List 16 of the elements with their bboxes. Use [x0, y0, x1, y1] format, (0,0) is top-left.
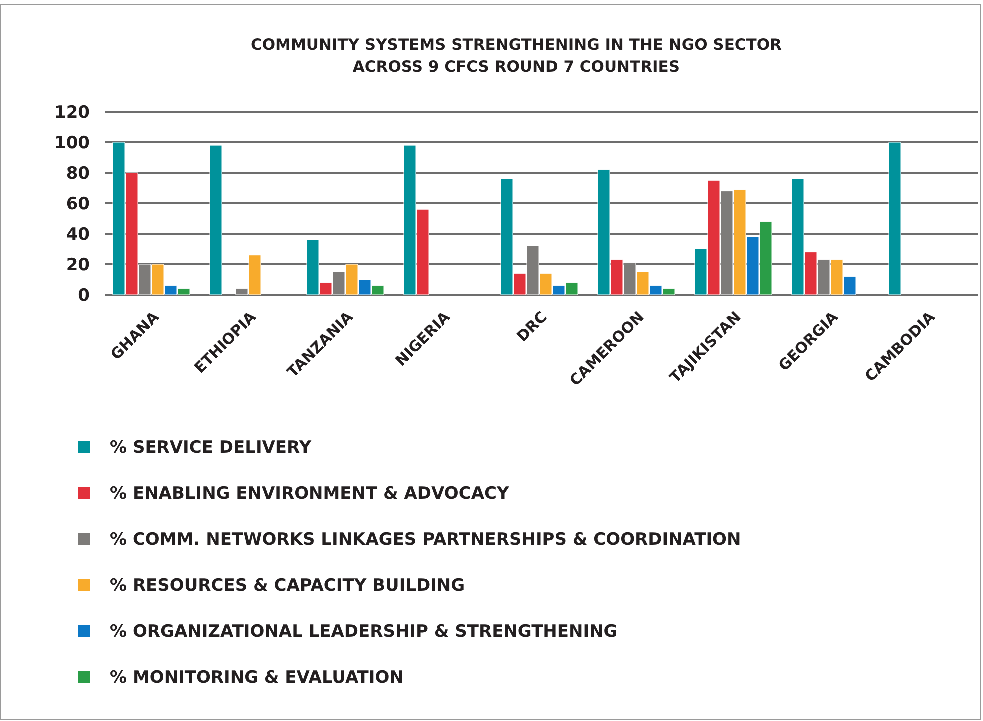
bar — [210, 145, 222, 296]
legend-label: % COMM. NETWORKS LINKAGES PARTNERSHIPS & COORDINATION — [110, 530, 742, 550]
y-tick-label: 40 — [66, 225, 90, 245]
chart-title: COMMUNITY SYSTEMS STRENGTHENING IN THE NGO SECTOR ACROSS 9 CFCS ROUND 7 COUNTRIES — [250, 36, 782, 76]
y-tick-label: 80 — [66, 164, 90, 184]
y-tick-label: 20 — [66, 256, 90, 276]
legend-label: % SERVICE DELIVERY — [110, 438, 312, 458]
legend-label: % ENABLING ENVIRONMENT & ADVOCACY — [110, 484, 510, 504]
legend-label: % MONITORING & EVALUATION — [110, 668, 404, 688]
y-tick-label: 60 — [66, 194, 90, 214]
y-tick-label: 120 — [54, 103, 90, 123]
legend-label: % RESOURCES & CAPACITY BUILDING — [110, 576, 466, 596]
bar — [888, 142, 902, 296]
legend-label: % ORGANIZATIONAL LEADERSHIP & STRENGTHENING — [110, 622, 618, 642]
y-tick-label: 0 — [78, 286, 90, 306]
y-tick-label: 100 — [54, 134, 90, 154]
